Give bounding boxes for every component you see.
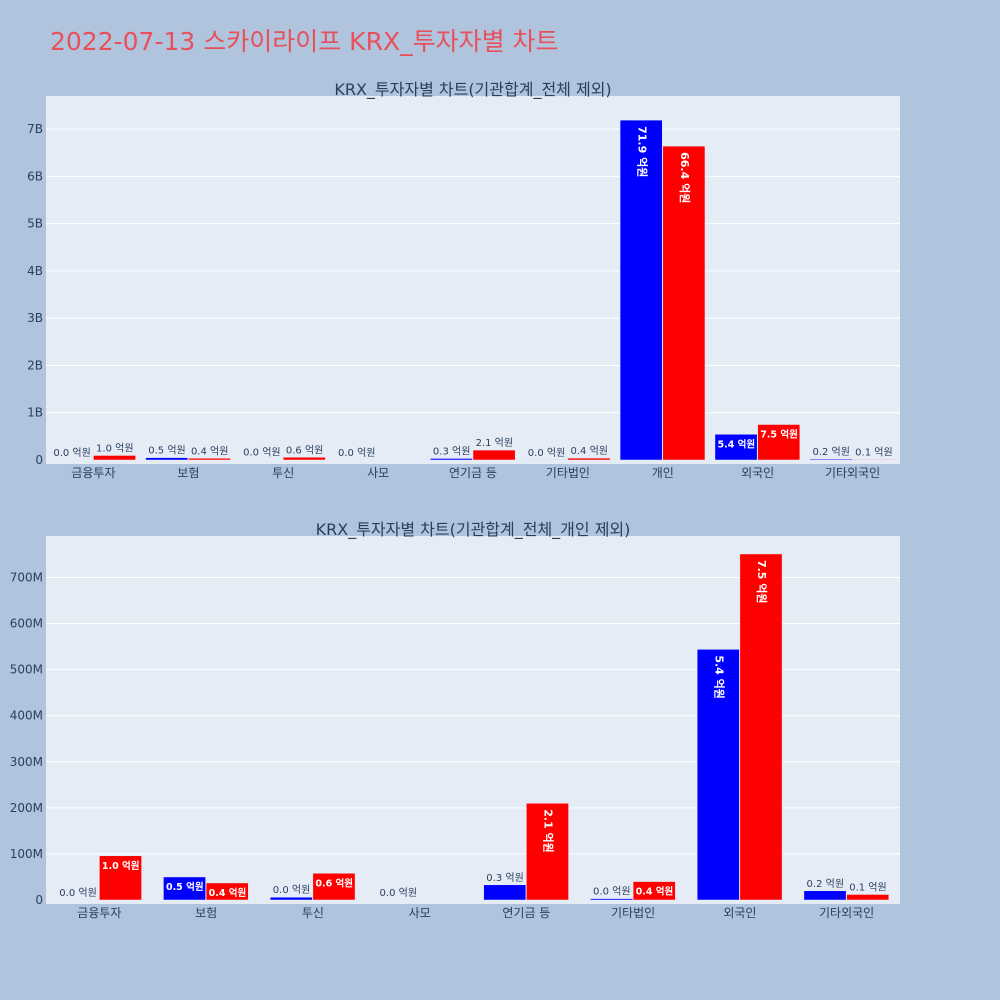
data-label: 0.0 억원 bbox=[593, 886, 630, 898]
data-label: 2.1 억원 bbox=[542, 809, 556, 853]
bar bbox=[696, 649, 740, 901]
x-tick-label: 연기금 등 bbox=[449, 466, 497, 480]
data-label: 0.0 억원 bbox=[380, 887, 417, 899]
data-label: 0.1 억원 bbox=[855, 446, 892, 458]
y-tick-label: 5B bbox=[27, 217, 43, 231]
bar bbox=[662, 145, 706, 461]
bar bbox=[163, 876, 206, 901]
bar bbox=[93, 455, 136, 461]
x-tick-label: 기타법인 bbox=[546, 466, 590, 480]
bar bbox=[282, 457, 326, 461]
y-tick-label: 400M bbox=[10, 709, 43, 723]
data-label: 0.2 억원 bbox=[812, 446, 849, 458]
data-label: 0.4 억원 bbox=[209, 887, 247, 899]
bar bbox=[739, 553, 783, 901]
data-label: 0.4 억원 bbox=[570, 445, 607, 457]
x-tick-label: 외국인 bbox=[741, 466, 774, 480]
data-label: 7.5 억원 bbox=[755, 560, 769, 604]
data-label: 0.4 억원 bbox=[191, 445, 228, 457]
x-tick-label: 사모 bbox=[409, 906, 431, 920]
chart-panel-2: 0 100M 200M 300M 400M 500M 600M 700M KRX_투자자별 차트… bbox=[10, 520, 900, 920]
bar bbox=[430, 458, 473, 461]
data-label: 0.4 억원 bbox=[636, 886, 674, 898]
x-tick-label: 개인 bbox=[652, 466, 674, 480]
data-label: 2.1 억원 bbox=[476, 437, 513, 449]
x-tick-label: 연기금 등 bbox=[502, 906, 550, 920]
x-tick-label: 기타외국인 bbox=[825, 466, 880, 480]
x-tick-label: 금융투자 bbox=[77, 906, 121, 920]
y-tick-label: 300M bbox=[10, 755, 43, 769]
y-tick-label: 0 bbox=[35, 453, 43, 467]
bar bbox=[99, 855, 142, 901]
data-label: 0.0 억원 bbox=[59, 887, 96, 899]
y-tick-label: 0 bbox=[35, 893, 43, 907]
x-tick-label: 금융투자 bbox=[71, 466, 115, 480]
bar bbox=[803, 890, 847, 901]
data-label: 0.3 억원 bbox=[486, 872, 523, 884]
data-label: 66.4 억원 bbox=[678, 152, 692, 203]
data-label: 7.5 억원 bbox=[760, 428, 798, 440]
bar bbox=[757, 424, 801, 461]
data-label: 0.5 억원 bbox=[166, 881, 204, 893]
data-label: 71.9 억원 bbox=[635, 126, 649, 177]
data-label: 0.0 억원 bbox=[273, 884, 310, 896]
bar bbox=[567, 457, 611, 461]
bar bbox=[483, 884, 527, 901]
y-tick-label: 100M bbox=[10, 847, 43, 861]
x-tick-label: 보험 bbox=[195, 906, 217, 920]
x-tick-label: 기타법인 bbox=[611, 906, 655, 920]
y-tick-label: 2B bbox=[27, 358, 43, 372]
y-tick-label: 200M bbox=[10, 801, 43, 815]
data-label: 1.0 억원 bbox=[96, 442, 133, 454]
data-label: 0.0 억원 bbox=[338, 447, 375, 459]
data-label: 0.6 억원 bbox=[286, 444, 323, 456]
bar bbox=[269, 896, 313, 901]
bar bbox=[809, 458, 853, 461]
data-label: 0.0 억원 bbox=[243, 447, 280, 459]
x-tick-label: 외국인 bbox=[723, 906, 756, 920]
plot-background bbox=[46, 96, 900, 464]
y-tick-label: 3B bbox=[27, 311, 43, 325]
x-tick-label: 투신 bbox=[272, 466, 294, 480]
chart-title: KRX_투자자별 차트(기관합계_전체_개인 제외) bbox=[316, 520, 631, 540]
data-label: 5.4 억원 bbox=[718, 438, 756, 450]
y-tick-label: 6B bbox=[27, 169, 43, 183]
y-tick-label: 500M bbox=[10, 663, 43, 677]
bar bbox=[205, 882, 249, 901]
data-label: 0.1 억원 bbox=[849, 881, 886, 893]
bar bbox=[590, 898, 633, 901]
bar bbox=[312, 873, 356, 901]
data-label: 0.5 억원 bbox=[148, 445, 185, 457]
data-label: 0.0 억원 bbox=[53, 447, 90, 459]
y-tick-label: 600M bbox=[10, 617, 43, 631]
data-label: 0.3 억원 bbox=[433, 445, 470, 457]
y-tick-label: 4B bbox=[27, 264, 43, 278]
data-label: 0.0 억원 bbox=[528, 447, 565, 459]
x-tick-label: 투신 bbox=[302, 906, 324, 920]
bar bbox=[188, 458, 231, 461]
bar bbox=[526, 802, 569, 901]
data-label: 5.4 억원 bbox=[713, 655, 727, 699]
bar bbox=[714, 434, 758, 461]
y-tick-label: 1B bbox=[27, 406, 43, 420]
bar bbox=[632, 881, 676, 901]
data-label: 1.0 억원 bbox=[102, 860, 140, 872]
y-tick-label: 7B bbox=[27, 122, 43, 136]
x-tick-label: 보험 bbox=[177, 466, 199, 480]
y-tick-label: 700M bbox=[10, 570, 43, 584]
bar bbox=[145, 457, 189, 461]
x-tick-label: 사모 bbox=[367, 466, 389, 480]
data-label: 0.6 억원 bbox=[315, 877, 353, 889]
bar bbox=[852, 459, 896, 461]
bar bbox=[846, 894, 890, 901]
bar bbox=[472, 449, 516, 461]
page-title: 2022-07-13 스카이라이프 KRX_투자자별 차트 bbox=[50, 27, 559, 56]
data-label: 0.2 억원 bbox=[807, 878, 844, 890]
chart-panel-1: 0 1B 2B 3B 4B 5B 6B 7B KRX_투자자별 차트(기관합계_전체 제외) 금융… bbox=[27, 80, 900, 480]
bar bbox=[619, 119, 663, 461]
chart-title: KRX_투자자별 차트(기관합계_전체 제외) bbox=[334, 80, 611, 100]
x-tick-label: 기타외국인 bbox=[819, 906, 874, 920]
